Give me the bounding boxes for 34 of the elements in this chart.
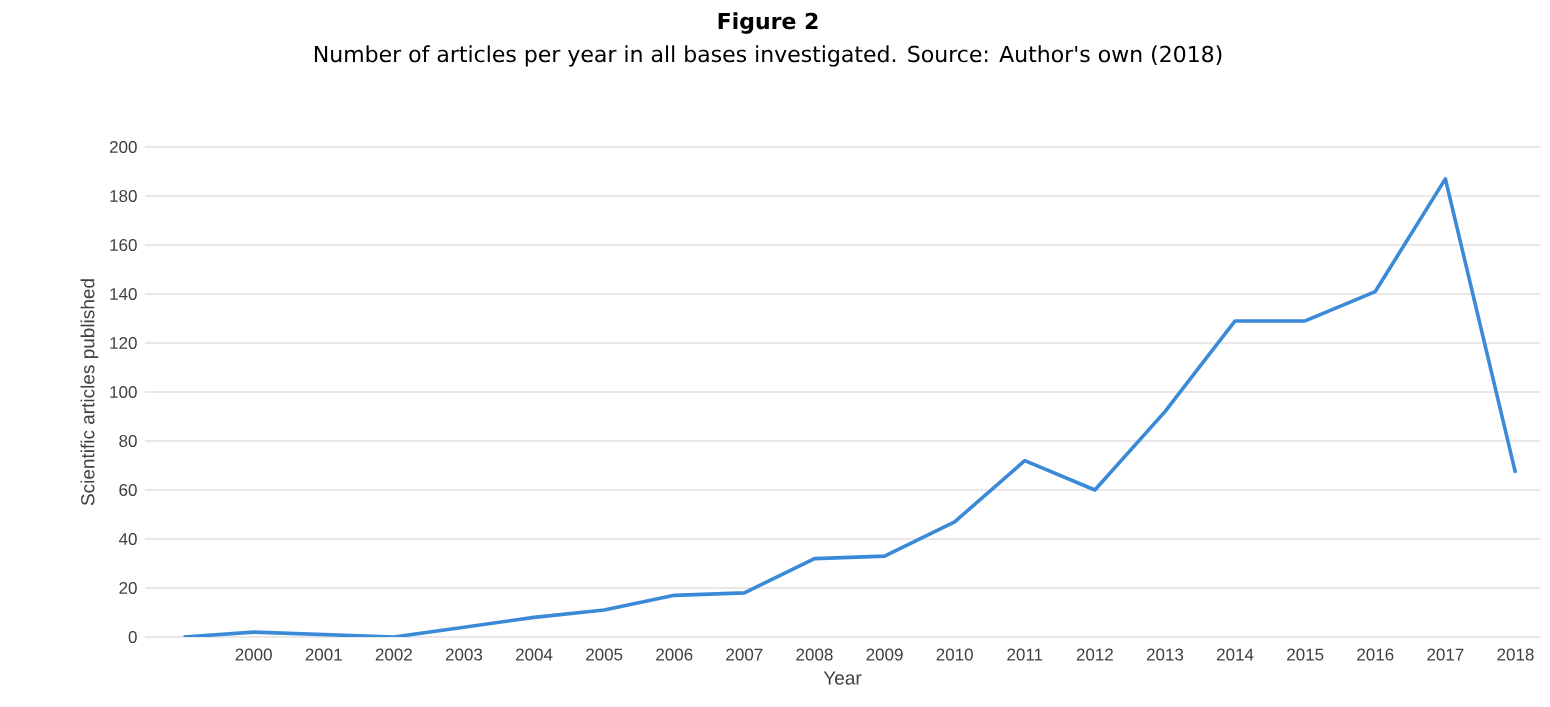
- y-tick-label: 180: [110, 189, 137, 203]
- x-tick-label: 2014: [1217, 648, 1254, 661]
- x-tick-label: 2006: [656, 648, 693, 661]
- x-tick-label: 2010: [936, 648, 973, 661]
- y-tick-label: 80: [119, 434, 137, 448]
- x-tick-label: 2018: [1497, 648, 1534, 661]
- x-tick-label: 2001: [305, 648, 342, 661]
- y-tick-label: 120: [110, 336, 137, 350]
- x-tick-label: 2002: [375, 648, 412, 661]
- y-tick-label: 0: [128, 630, 137, 644]
- x-tick-label: 2008: [796, 648, 833, 661]
- y-tick-label: 200: [109, 140, 137, 154]
- y-tick-label: 20: [119, 581, 137, 595]
- x-tick-label: 2009: [866, 648, 903, 661]
- x-tick-label: 2017: [1427, 648, 1464, 661]
- x-tick-label: 2007: [726, 648, 763, 661]
- chart-subtitle: Number of articles per year in all bases investigated. Source: Author's own (2018): [314, 45, 1222, 67]
- x-tick-label: 2016: [1357, 648, 1394, 661]
- x-tick-label: 2003: [445, 648, 483, 661]
- chart-title: Figure 2: [718, 12, 818, 34]
- x-tick-label: 2013: [1146, 648, 1184, 661]
- x-tick-label: 2004: [516, 648, 553, 661]
- x-axis-title: Year: [823, 671, 862, 685]
- x-tick-label: 2005: [586, 648, 623, 661]
- y-axis-title: Scientific articles published: [80, 279, 99, 506]
- y-tick-label: 40: [118, 532, 137, 546]
- x-tick-label: 2011: [1007, 648, 1043, 661]
- x-tick-label: 2000: [235, 648, 272, 661]
- x-tick-label: 2012: [1076, 648, 1113, 661]
- y-tick-label: 60: [119, 483, 137, 497]
- y-tick-label: 100: [110, 385, 137, 399]
- y-tick-label: 160: [110, 238, 137, 252]
- x-tick-label: 2015: [1287, 648, 1324, 661]
- y-tick-label: 140: [110, 287, 137, 301]
